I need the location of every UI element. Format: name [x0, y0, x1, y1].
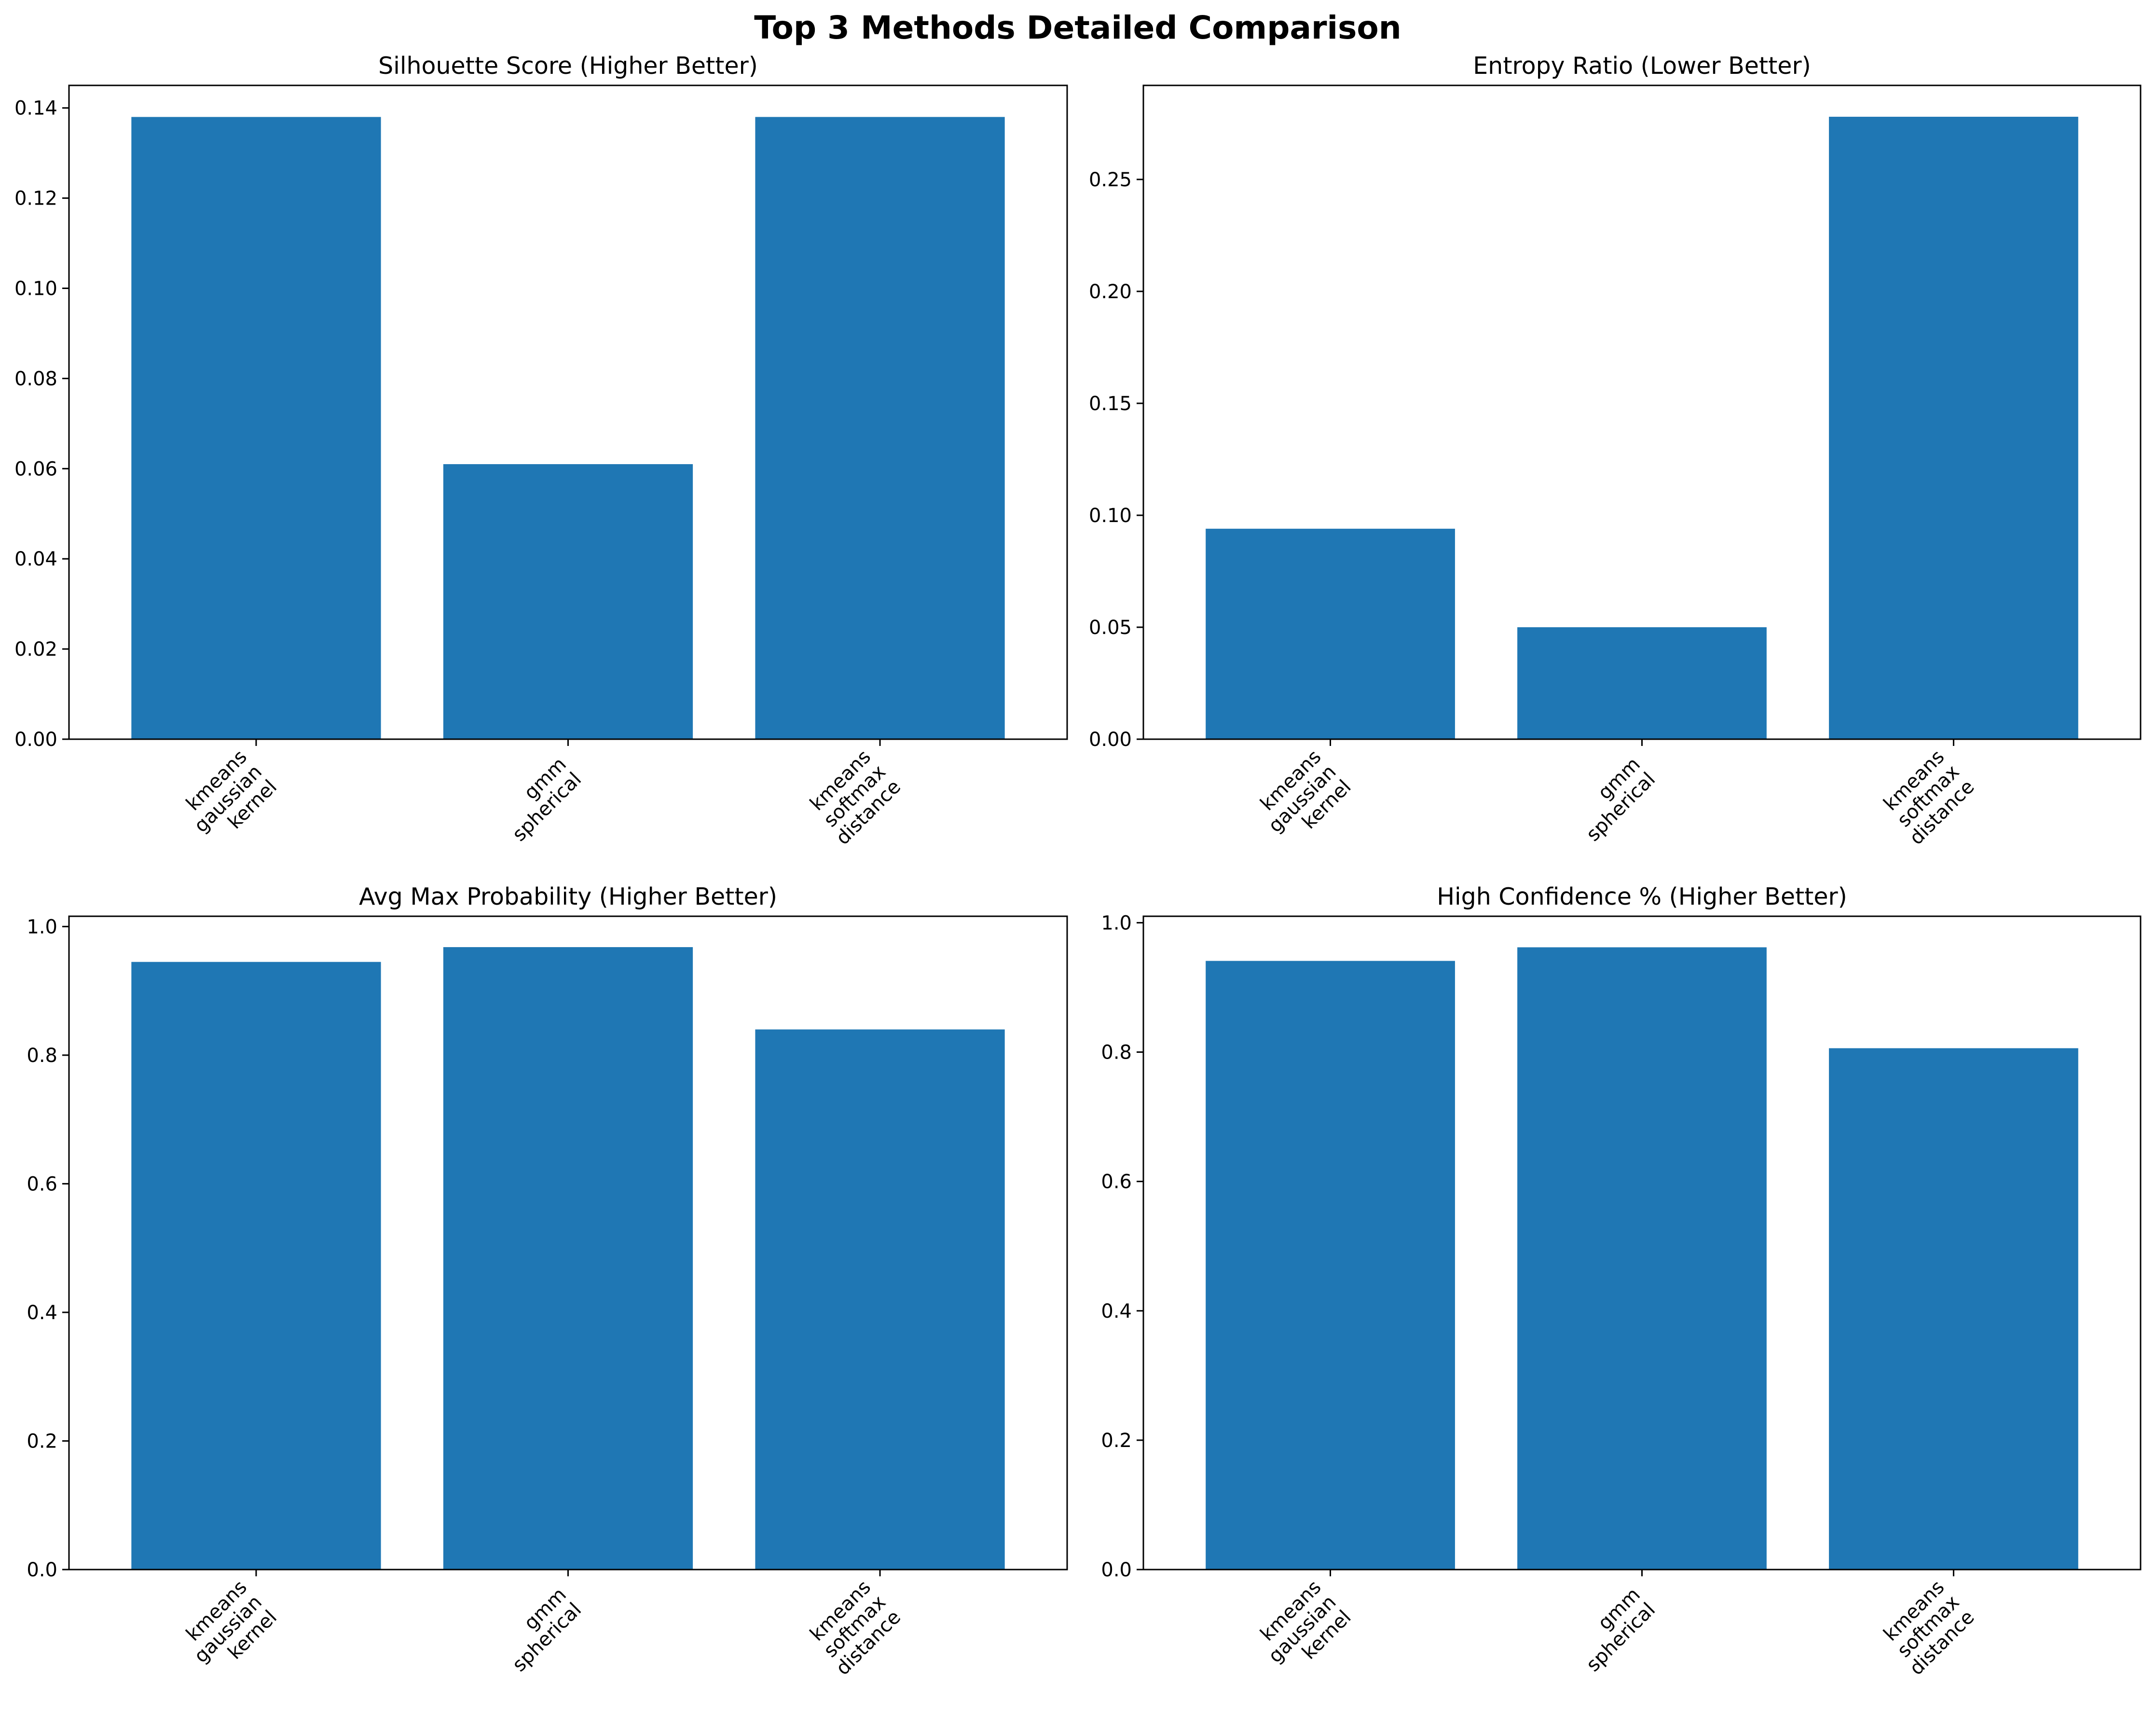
- axes-frame: [68, 915, 1068, 1571]
- y-tick-label: 0.6: [27, 1173, 57, 1195]
- y-tick-label: 0.02: [14, 638, 57, 661]
- bar-kmeans-softmax-distance: [755, 117, 1005, 739]
- bar-kmeans-softmax-distance: [1829, 1048, 2078, 1570]
- y-tick-label: 0.4: [1101, 1300, 1132, 1323]
- bar-gmm-spherical: [443, 947, 693, 1570]
- y-tick-label: 0.8: [1101, 1042, 1132, 1064]
- bar-kmeans-gaussian-kernel: [131, 962, 381, 1570]
- figure-title: Top 3 Methods Detailed Comparison: [754, 9, 1401, 46]
- y-tick-label: 0.2: [27, 1430, 57, 1452]
- bar-gmm-spherical: [1517, 627, 1767, 739]
- bar-gmm-spherical: [1517, 947, 1767, 1570]
- y-tick-label: 0.12: [14, 188, 57, 210]
- y-tick-label: 1.0: [1101, 912, 1132, 934]
- axes-frame: [1142, 915, 2142, 1571]
- y-tick-label: 0.15: [1089, 393, 1132, 415]
- bar-kmeans-softmax-distance: [755, 1029, 1005, 1570]
- y-tick-label: 0.14: [14, 97, 57, 120]
- panel-title: Avg Max Probability (Higher Better): [359, 883, 777, 910]
- avg-max-probability-panel: Avg Max Probability (Higher Better) kmea…: [27, 883, 1068, 1680]
- y-tick-label: 0.04: [14, 548, 57, 570]
- y-tick-label: 1.0: [27, 916, 57, 938]
- silhouette-score-panel: Silhouette Score (Higher Better) kmeansg…: [14, 52, 1068, 849]
- y-tick-label: 0.2: [1101, 1430, 1132, 1452]
- y-tick-label: 0.0: [27, 1559, 57, 1581]
- y-tick-label: 0.20: [1089, 281, 1132, 303]
- panel-title: Entropy Ratio (Lower Better): [1473, 52, 1811, 80]
- y-tick-label: 0.00: [14, 729, 57, 751]
- bar-kmeans-gaussian-kernel: [131, 117, 381, 739]
- y-tick-label: 0.6: [1101, 1171, 1132, 1193]
- y-tick-label: 0.4: [27, 1302, 57, 1324]
- y-tick-label: 0.06: [14, 458, 57, 480]
- y-tick-label: 0.8: [27, 1045, 57, 1067]
- axes-frame: [1142, 84, 2142, 740]
- panel-title: High Confidence % (Higher Better): [1437, 883, 1847, 910]
- y-tick-label: 0.05: [1089, 617, 1132, 639]
- axes-frame: [68, 84, 1068, 740]
- bar-kmeans-gaussian-kernel: [1206, 961, 1455, 1570]
- panel-title: Silhouette Score (Higher Better): [378, 52, 758, 80]
- bar-gmm-spherical: [443, 464, 693, 739]
- y-tick-label: 0.08: [14, 368, 57, 390]
- bar-kmeans-softmax-distance: [1829, 116, 2078, 739]
- y-tick-label: 0.25: [1089, 169, 1132, 191]
- y-tick-label: 0.10: [1089, 505, 1132, 527]
- y-tick-label: 0.00: [1089, 729, 1132, 751]
- y-tick-label: 0.10: [14, 278, 57, 300]
- bar-kmeans-gaussian-kernel: [1206, 528, 1455, 739]
- y-tick-label: 0.0: [1101, 1559, 1132, 1581]
